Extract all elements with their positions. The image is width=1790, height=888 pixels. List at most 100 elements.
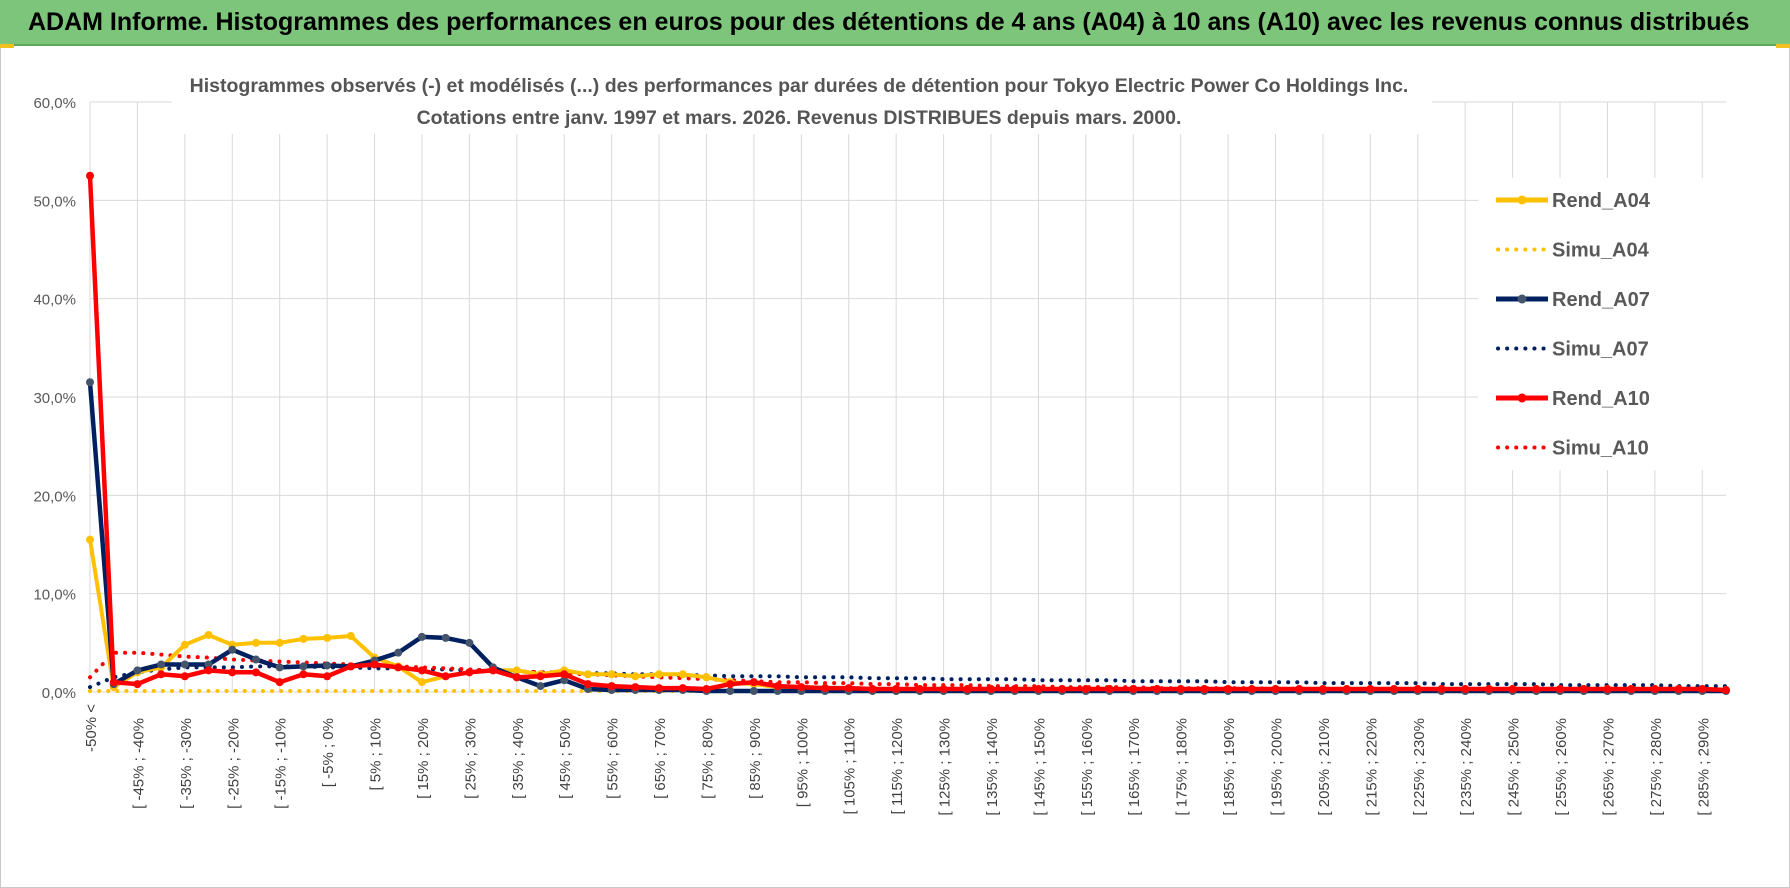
- legend-background: [1478, 178, 1736, 470]
- x-tick-label: [ 275% ; 280%: [1648, 718, 1665, 816]
- x-tick-label: [ 95% ; 100%: [794, 718, 811, 807]
- data-point: [821, 684, 830, 693]
- data-point: [655, 684, 664, 693]
- data-point: [251, 668, 260, 677]
- data-point: [157, 670, 166, 679]
- x-tick-label: [ 285% ; 290%: [1695, 718, 1712, 816]
- x-tick-label: [ 125% ; 130%: [937, 718, 954, 816]
- data-point: [251, 638, 260, 647]
- data-point: [180, 640, 189, 649]
- corner-accent-left: [0, 44, 14, 48]
- data-point: [465, 668, 474, 677]
- corner-accent-right: [1776, 44, 1790, 48]
- data-point: [228, 668, 237, 677]
- series-line: [88, 664, 1728, 690]
- data-point: [323, 633, 332, 642]
- series-line: [87, 175, 1727, 693]
- data-point: [1674, 685, 1683, 694]
- legend-label: Simu_A04: [1552, 240, 1650, 262]
- data-point: [678, 684, 687, 693]
- data-point: [1532, 685, 1541, 694]
- data-point: [607, 682, 616, 691]
- x-tick-label: [ 5% ; 10%: [368, 718, 385, 791]
- data-point: [204, 660, 213, 669]
- data-point: [1105, 685, 1114, 694]
- data-point: [1722, 686, 1730, 695]
- legend-item: Simu_A04: [1496, 240, 1650, 262]
- legend-label: Simu_A10: [1552, 438, 1649, 460]
- data-point: [939, 685, 948, 694]
- data-point: [986, 685, 995, 694]
- data-point: [1437, 685, 1446, 694]
- data-point: [1200, 685, 1209, 694]
- data-point: [489, 666, 498, 675]
- data-point: [1247, 685, 1256, 694]
- data-point: [323, 661, 332, 670]
- data-point: [441, 672, 450, 681]
- data-point: [346, 631, 355, 640]
- legend-label: Simu_A07: [1552, 339, 1649, 361]
- data-point: [299, 662, 308, 671]
- data-point: [417, 632, 426, 641]
- x-tick-label: [ -35% ; -30%: [178, 718, 195, 809]
- x-tick-label: [ 175% ; 180%: [1174, 718, 1191, 816]
- x-tick-label: [ 135% ; 140%: [984, 718, 1001, 816]
- x-tick-label: [ 115% ; 120%: [889, 718, 906, 814]
- x-tick-label: [ -5% ; 0%: [320, 718, 337, 787]
- y-tick-label: 40,0%: [33, 292, 76, 309]
- legend-item: Rend_A04: [1496, 190, 1651, 212]
- x-tick-label: [ 265% ; 270%: [1600, 718, 1617, 816]
- data-point: [1058, 685, 1067, 694]
- data-point: [512, 666, 521, 675]
- data-point: [417, 666, 426, 675]
- x-tick-label: [ -15% ; -10%: [273, 718, 290, 809]
- report-header-banner: ADAM Informe. Histogrammes des performan…: [0, 0, 1790, 46]
- data-point: [1318, 685, 1327, 694]
- y-tick-label: 60,0%: [33, 95, 76, 112]
- data-point: [1508, 685, 1517, 694]
- data-point: [109, 678, 118, 687]
- series-rend-a10: [86, 171, 1730, 695]
- data-point: [228, 645, 237, 654]
- legend-item: Rend_A10: [1496, 388, 1650, 410]
- data-point: [1081, 685, 1090, 694]
- data-point: [749, 687, 758, 696]
- data-point: [1390, 685, 1399, 694]
- x-tick-label: [ -25% ; -20%: [225, 718, 242, 809]
- x-tick-label: [ 185% ; 190%: [1221, 718, 1238, 816]
- x-axis-tick-labels: -50% < [ -45% ; -40% [ -35% ; -30% [ -25% ;…: [83, 704, 1712, 816]
- y-tick-label: 10,0%: [33, 587, 76, 604]
- data-point: [844, 684, 853, 693]
- data-point: [323, 672, 332, 681]
- data-point: [892, 685, 901, 694]
- data-point: [180, 672, 189, 681]
- data-point: [536, 672, 545, 681]
- data-point: [1129, 685, 1138, 694]
- data-point: [536, 682, 545, 691]
- y-axis-tick-labels: 0,0% 10,0% 20,0% 30,0% 40,0% 50,0% 60,0%: [33, 95, 76, 702]
- x-tick-label: [ 15% ; 20%: [415, 718, 432, 799]
- data-point: [678, 670, 687, 679]
- data-point: [1034, 685, 1043, 694]
- data-point: [275, 678, 284, 687]
- y-tick-label: 0,0%: [42, 685, 76, 702]
- y-tick-label: 30,0%: [33, 390, 76, 407]
- data-point: [868, 685, 877, 694]
- data-point: [465, 638, 474, 647]
- x-tick-label: [ 55% ; 60%: [605, 718, 622, 799]
- data-point: [655, 670, 664, 679]
- legend-label: Rend_A04: [1552, 190, 1651, 212]
- data-point: [204, 666, 213, 675]
- x-tick-label: [ 35% ; 40%: [510, 718, 527, 799]
- data-point: [180, 660, 189, 669]
- x-tick-label: [ -45% ; -40%: [130, 718, 147, 809]
- data-point: [1176, 685, 1185, 694]
- x-tick-label: [ 45% ; 50%: [557, 718, 574, 799]
- x-tick-label: [ 145% ; 150%: [1031, 718, 1048, 816]
- data-point: [631, 672, 640, 681]
- x-tick-label: -50% <: [83, 704, 100, 752]
- data-point: [1579, 685, 1588, 694]
- x-tick-label: [ 165% ; 170%: [1126, 718, 1143, 816]
- legend-label: Rend_A10: [1552, 388, 1650, 410]
- data-point: [1413, 685, 1422, 694]
